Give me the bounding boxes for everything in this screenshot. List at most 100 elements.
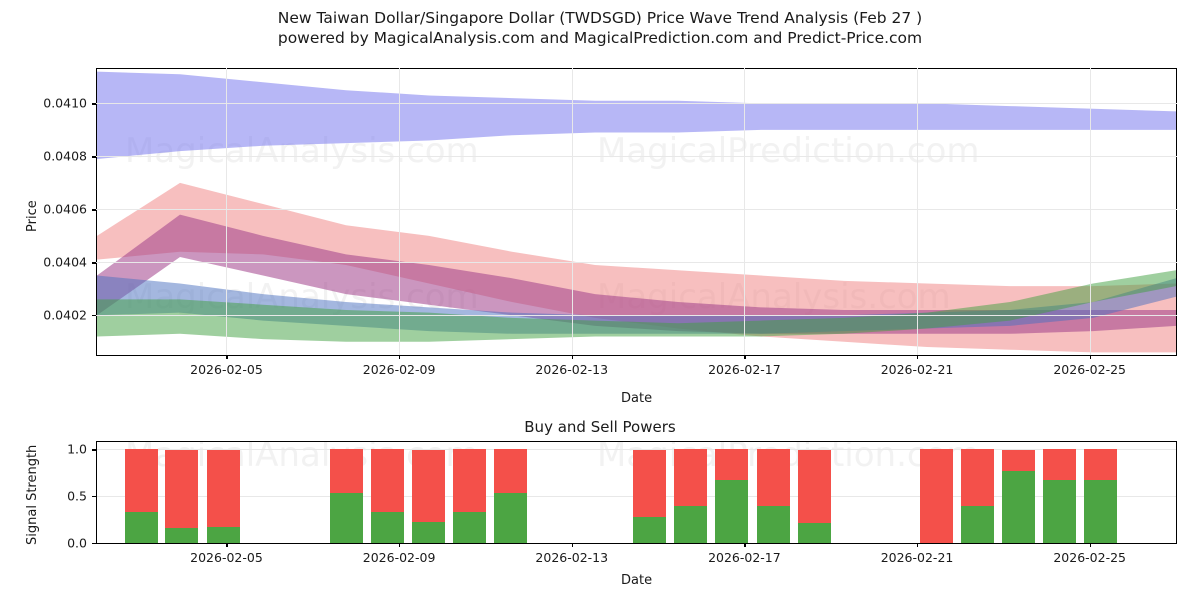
buy-power-segment xyxy=(1001,471,1035,543)
signal-x-tick-label: 2026-02-17 xyxy=(708,550,781,565)
signal-x-tick-label: 2026-02-05 xyxy=(190,550,263,565)
signal-y-tick-label: 0.5 xyxy=(67,488,87,504)
price-y-axis-title: Price xyxy=(25,200,40,232)
price-wave-bands xyxy=(97,71,1176,353)
price-y-tick-label: 0.0410 xyxy=(43,95,87,111)
buy-power-segment xyxy=(411,522,445,543)
signal-bar[interactable] xyxy=(632,442,666,543)
sell-power-segment xyxy=(632,449,666,517)
buy-power-segment xyxy=(452,512,486,543)
signal-y-tick-label: 1.0 xyxy=(67,441,87,457)
price-y-tickmark xyxy=(92,156,96,158)
signal-y-axis-title: Signal Strength xyxy=(25,444,40,545)
price-y-tick-label: 0.0406 xyxy=(43,201,87,217)
price-y-tick-label: 0.0408 xyxy=(43,148,87,164)
buy-power-segment xyxy=(714,480,748,543)
sell-power-segment xyxy=(1001,449,1035,471)
price-x-tickmark xyxy=(571,355,573,359)
price-y-tickmark xyxy=(92,209,96,211)
buy-power-segment xyxy=(329,492,363,543)
signal-bar[interactable] xyxy=(452,442,486,543)
title-line-1: New Taiwan Dollar/Singapore Dollar (TWDS… xyxy=(277,9,923,27)
signal-bar[interactable] xyxy=(206,442,240,543)
signal-bar[interactable] xyxy=(411,442,445,543)
signal-y-tickmark xyxy=(92,543,96,545)
signal-bar[interactable] xyxy=(797,442,831,543)
wave-band-0 xyxy=(97,71,1176,160)
signal-x-tick-label: 2026-02-25 xyxy=(1053,550,1126,565)
signal-y-tick-label: 0.0 xyxy=(67,535,87,551)
signal-bar[interactable] xyxy=(756,442,790,543)
wave-band-2 xyxy=(97,214,1176,334)
price-x-tickmark xyxy=(744,355,746,359)
signal-x-tickmark xyxy=(1089,543,1091,547)
buy-power-segment xyxy=(1042,480,1076,543)
signal-bar[interactable] xyxy=(370,442,404,543)
buy-power-segment xyxy=(960,505,994,543)
price-y-tickmark xyxy=(92,103,96,105)
sell-power-segment xyxy=(960,449,994,506)
sell-power-segment xyxy=(673,449,707,506)
signal-bars-container xyxy=(97,442,1176,543)
sell-power-segment xyxy=(1083,449,1117,481)
buy-power-segment xyxy=(206,527,240,543)
buy-power-segment xyxy=(493,492,527,543)
signal-bar[interactable] xyxy=(673,442,707,543)
price-x-tick-label: 2026-02-09 xyxy=(362,362,436,377)
buy-power-segment xyxy=(164,528,198,543)
buy-power-segment xyxy=(756,505,790,543)
signal-x-tickmark xyxy=(744,543,746,547)
price-x-tickmark xyxy=(1089,355,1091,359)
sell-power-segment xyxy=(1042,449,1076,481)
signal-bar[interactable] xyxy=(329,442,363,543)
buy-power-segment xyxy=(797,523,831,543)
price-y-tickmark xyxy=(92,315,96,317)
signal-x-tick-label: 2026-02-21 xyxy=(880,550,954,565)
signal-bar[interactable] xyxy=(164,442,198,543)
sell-power-segment xyxy=(206,449,240,528)
page-title: New Taiwan Dollar/Singapore Dollar (TWDS… xyxy=(0,8,1200,48)
signal-y-tickmark xyxy=(92,496,96,498)
signal-x-tick-label: 2026-02-13 xyxy=(535,550,609,565)
price-x-tick-label: 2026-02-25 xyxy=(1053,362,1126,377)
signal-bar[interactable] xyxy=(1001,442,1035,543)
buy-power-segment xyxy=(124,512,158,543)
price-y-tick-label: 0.0402 xyxy=(43,307,87,323)
buy-power-segment xyxy=(632,516,666,543)
price-y-tick-label: 0.0404 xyxy=(43,254,87,270)
price-x-tick-label: 2026-02-21 xyxy=(880,362,954,377)
signal-x-axis-title: Date xyxy=(621,573,653,588)
price-x-tickmark xyxy=(399,355,401,359)
price-x-tick-label: 2026-02-17 xyxy=(708,362,781,377)
signal-chart-plot-area: MagicalAnalysis.com MagicalPrediction.co… xyxy=(96,441,1177,544)
signal-bar[interactable] xyxy=(714,442,748,543)
signal-bar[interactable] xyxy=(493,442,527,543)
signal-x-tickmark xyxy=(917,543,919,547)
wave-band-4 xyxy=(97,270,1176,342)
sell-power-segment xyxy=(164,449,198,529)
sell-power-segment xyxy=(452,449,486,513)
price-chart-plot-area: MagicalAnalysis.com MagicalPrediction.co… xyxy=(96,68,1177,356)
sell-power-segment xyxy=(714,449,748,481)
price-x-tick-label: 2026-02-05 xyxy=(190,362,263,377)
signal-bar[interactable] xyxy=(1083,442,1117,543)
title-line-2: powered by MagicalAnalysis.com and Magic… xyxy=(277,29,923,47)
signal-panel-title: Buy and Sell Powers xyxy=(524,418,676,436)
sell-power-segment xyxy=(329,449,363,493)
sell-power-segment xyxy=(797,449,831,524)
price-x-tickmark xyxy=(226,355,228,359)
signal-y-tickmark xyxy=(92,449,96,451)
signal-bar[interactable] xyxy=(1042,442,1076,543)
sell-power-segment xyxy=(124,449,158,513)
signal-bar[interactable] xyxy=(919,442,953,543)
sell-power-segment xyxy=(370,449,404,513)
signal-bar[interactable] xyxy=(960,442,994,543)
signal-x-tickmark xyxy=(399,543,401,547)
buy-power-segment xyxy=(673,505,707,543)
sell-power-segment xyxy=(919,449,953,543)
price-y-tickmark xyxy=(92,262,96,264)
signal-bar[interactable] xyxy=(124,442,158,543)
buy-power-segment xyxy=(1083,480,1117,543)
price-x-tickmark xyxy=(917,355,919,359)
